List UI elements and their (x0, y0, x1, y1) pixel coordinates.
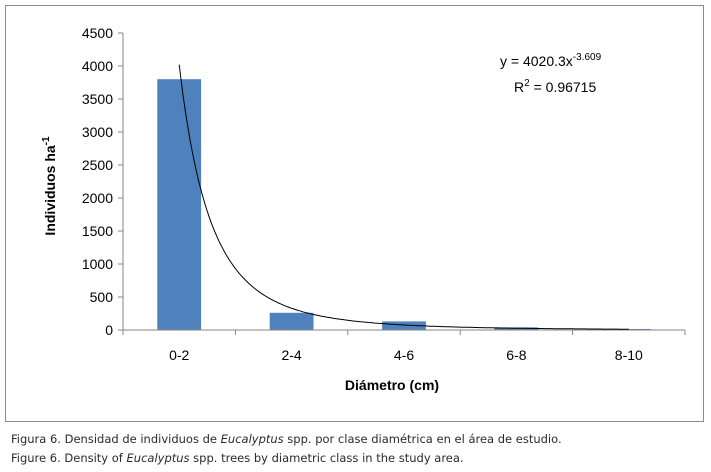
y-axis-title-main: Individuos ha (42, 145, 58, 235)
trendline-r-squared: R2 = 0.96715 (514, 78, 596, 95)
bar-2-4 (269, 312, 314, 330)
caption-es-genus: Eucalyptus (220, 432, 284, 446)
trendline-equation: y = 4020.3x-3.609 (500, 52, 602, 69)
density-chart: 0 500 1000 1500 2000 2500 3000 3500 4000 4500 0-2 2… (41, 25, 686, 393)
y-tick-label: 4500 (82, 25, 113, 41)
bar-0-2 (157, 79, 202, 330)
y-tick-label: 3500 (82, 91, 113, 107)
caption-es-prefix: Figura 6. Densidad de individuos de (11, 432, 221, 446)
y-tick-label: 1000 (82, 256, 113, 272)
y-tick-label: 500 (90, 289, 114, 305)
bars-layer (157, 79, 651, 330)
x-tick-label: 0-2 (169, 347, 189, 363)
equation-exponent: -3.609 (573, 52, 602, 63)
x-axis-title: Diámetro (cm) (345, 377, 439, 393)
trendline-layer (178, 64, 629, 330)
x-tick-label: 6-8 (506, 347, 526, 363)
y-tick-label: 3000 (82, 124, 113, 140)
caption-en-prefix: Figure 6. Density of (11, 451, 127, 465)
caption-en-genus: Eucalyptus (126, 451, 190, 465)
bar-4-6 (382, 321, 426, 330)
y-axis-title-superscript: -1 (41, 136, 52, 145)
figure-caption-spanish: Figura 6. Densidad de individuos de Euca… (11, 432, 562, 446)
y-tick-label: 4000 (82, 58, 113, 74)
y-tick-label: 2000 (82, 190, 113, 206)
figure-caption-english: Figure 6. Density of Eucalyptus spp. tre… (11, 451, 464, 465)
y-axis-title: Individuos ha-1 (41, 136, 58, 236)
chart-frame: 0 500 1000 1500 2000 2500 3000 3500 4000 4500 0-2 2… (5, 5, 704, 422)
y-tick-label: 2500 (82, 157, 113, 173)
x-tick-label: 8-10 (615, 347, 643, 363)
y-tick-label: 1500 (82, 223, 113, 239)
x-tick-label: 4-6 (394, 347, 414, 363)
y-tick-label: 0 (105, 322, 113, 338)
axes-layer (122, 33, 685, 331)
r2-letter: R (514, 79, 524, 95)
caption-en-suffix: spp. trees by diametric class in the stu… (189, 451, 464, 465)
ticks-layer: 0 500 1000 1500 2000 2500 3000 3500 4000 4500 0-2 2… (82, 25, 686, 363)
r2-value: = 0.96715 (530, 79, 597, 95)
x-tick-label: 2-4 (281, 347, 301, 363)
r2-superscript: 2 (524, 78, 530, 89)
equation-text: y = 4020.3x (500, 53, 573, 69)
power-trendline (178, 64, 629, 330)
caption-es-suffix: spp. por clase diamétrica en el área de … (283, 432, 562, 446)
